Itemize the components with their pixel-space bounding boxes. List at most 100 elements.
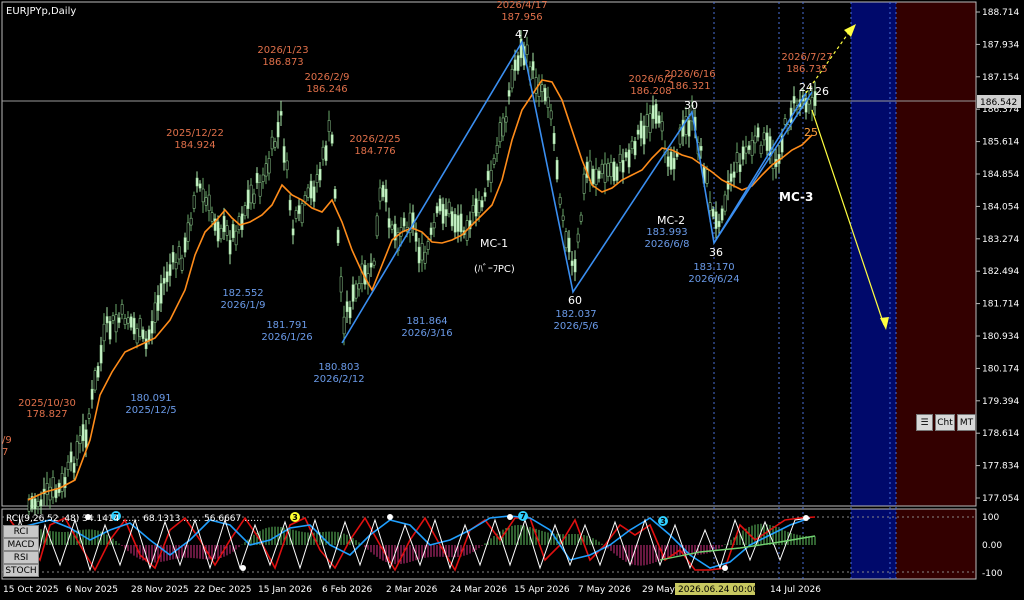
sub-pane-frame	[1, 508, 977, 580]
svg-text:3: 3	[660, 517, 666, 526]
candle-body	[423, 251, 427, 264]
candle-body	[450, 211, 454, 227]
forecast-up-arrow	[805, 27, 853, 94]
candle-body	[111, 315, 115, 321]
candle-body	[222, 215, 226, 232]
candle-body	[138, 318, 142, 337]
candle-body	[156, 295, 160, 311]
candle-body	[612, 161, 616, 182]
svg-text:29 May 2026: 29 May 2026	[642, 585, 701, 595]
candle-body	[540, 84, 544, 92]
candle-body	[225, 225, 229, 236]
candle-body	[384, 188, 388, 203]
svg-text:100: 100	[982, 513, 999, 523]
svg-text:MC-2: MC-2	[657, 214, 685, 227]
candle-body	[813, 91, 817, 106]
candle-body	[414, 232, 418, 242]
candle-body	[33, 498, 37, 510]
svg-text:180.803: 180.803	[318, 362, 359, 373]
candle-body	[219, 228, 223, 240]
candle-body	[309, 180, 313, 199]
candle-body	[552, 132, 556, 145]
mt-button[interactable]: MT	[957, 414, 976, 431]
indicator-button-macd[interactable]: MACD	[3, 538, 39, 551]
candle-body	[165, 271, 169, 283]
candle-body	[726, 180, 730, 190]
candle-body	[126, 317, 130, 324]
candle-body	[36, 501, 40, 507]
list-icon[interactable]: ☰	[916, 414, 933, 431]
svg-text:2026/3/16: 2026/3/16	[401, 328, 452, 339]
candle-body	[534, 77, 538, 94]
candle-body	[510, 68, 514, 89]
candle-body	[186, 222, 190, 242]
candle-body	[486, 170, 490, 181]
candle-body	[348, 306, 352, 319]
price-tick: 180.174	[982, 364, 1019, 374]
sub-zone-red	[896, 509, 976, 579]
candle-body	[51, 477, 55, 498]
candle-body	[393, 223, 397, 241]
svg-text:0.00: 0.00	[982, 541, 1002, 551]
candle-body	[501, 117, 505, 137]
indicator-button-stoch[interactable]: STOCH	[3, 564, 39, 577]
moving-average-line	[27, 79, 813, 501]
candle-body	[396, 232, 400, 252]
current-price-box	[977, 95, 1021, 108]
candle-body	[642, 125, 646, 145]
svg-text:2026/1/9: 2026/1/9	[221, 300, 266, 311]
candle-body	[114, 314, 118, 333]
svg-text:186.873: 186.873	[262, 57, 303, 68]
candle-body	[84, 429, 88, 448]
candle-body	[291, 228, 295, 236]
svg-text:181.864: 181.864	[406, 316, 447, 327]
candle-body	[141, 329, 145, 339]
candle-body	[249, 184, 253, 204]
candle-body	[741, 146, 745, 160]
candle-body	[93, 370, 97, 391]
wave-numbers: 47 60 30 36 24 26 25	[515, 28, 829, 307]
candle-body	[261, 174, 265, 182]
candle-body	[729, 173, 733, 182]
candle-body	[177, 246, 181, 260]
main-pane-frame	[1, 1, 977, 507]
svg-text:180.091: 180.091	[130, 393, 171, 404]
candle-body	[477, 199, 481, 214]
svg-text:186.246: 186.246	[306, 84, 347, 95]
candle-body	[495, 145, 499, 154]
svg-text:2025/10/30: 2025/10/30	[18, 398, 76, 409]
candle-body	[162, 277, 166, 284]
svg-text:60: 60	[568, 294, 582, 307]
candle-body	[684, 116, 688, 135]
candle-body	[555, 159, 559, 180]
candle-body	[243, 205, 247, 217]
candle-body	[573, 259, 577, 273]
indicator-button-rsi[interactable]: RSI	[3, 551, 39, 564]
candle-body	[639, 120, 643, 139]
candle-body	[258, 182, 262, 197]
candle-body	[108, 320, 112, 340]
time-axis[interactable]: 15 Oct 2025 6 Nov 2025 28 Nov 2025 22 De…	[3, 585, 821, 595]
forecast-zone-blue	[851, 2, 896, 506]
svg-text:6 Nov 2025: 6 Nov 2025	[66, 585, 118, 595]
candle-body	[597, 170, 601, 179]
price-axis[interactable]: 188.714 187.934 187.154 186.374 185.614 184.8…	[976, 8, 1019, 504]
candle-body	[435, 206, 439, 214]
candle-body	[66, 461, 70, 470]
svg-text:15 Oct 2025: 15 Oct 2025	[3, 585, 59, 595]
candle-body	[765, 132, 769, 151]
sub-zone-blue	[851, 509, 896, 579]
indicator-button-rci[interactable]: RCI	[3, 525, 39, 538]
candle-body	[120, 304, 124, 315]
candle-body	[810, 97, 814, 111]
candle-body	[270, 136, 274, 150]
price-tick: 181.714	[982, 300, 1019, 310]
candle-body	[645, 114, 649, 127]
price-tick: 182.494	[982, 267, 1019, 277]
candle-body	[492, 158, 496, 165]
candle-body	[717, 220, 721, 228]
chart-button[interactable]: Cht	[935, 414, 955, 431]
svg-text:36: 36	[709, 246, 723, 259]
